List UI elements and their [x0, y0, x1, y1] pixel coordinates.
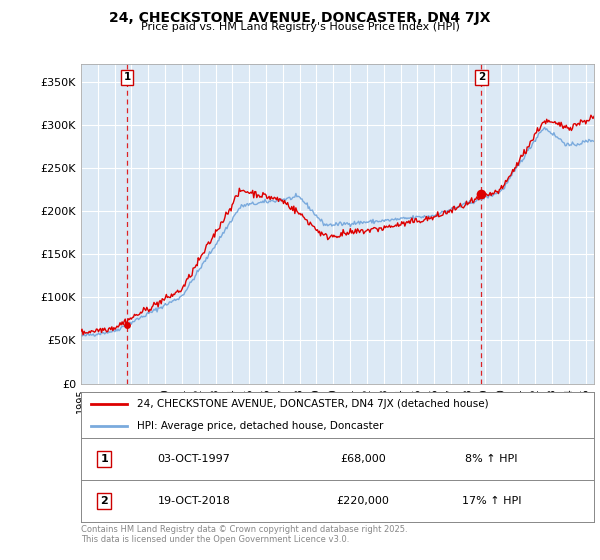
- Text: HPI: Average price, detached house, Doncaster: HPI: Average price, detached house, Donc…: [137, 421, 384, 431]
- Text: Price paid vs. HM Land Registry's House Price Index (HPI): Price paid vs. HM Land Registry's House …: [140, 22, 460, 32]
- Text: 2: 2: [478, 72, 485, 82]
- Text: 03-OCT-1997: 03-OCT-1997: [157, 454, 230, 464]
- Text: 24, CHECKSTONE AVENUE, DONCASTER, DN4 7JX (detached house): 24, CHECKSTONE AVENUE, DONCASTER, DN4 7J…: [137, 399, 489, 409]
- Text: 2: 2: [100, 496, 108, 506]
- Text: £68,000: £68,000: [340, 454, 386, 464]
- Text: Contains HM Land Registry data © Crown copyright and database right 2025.
This d: Contains HM Land Registry data © Crown c…: [81, 525, 407, 544]
- Text: 24, CHECKSTONE AVENUE, DONCASTER, DN4 7JX: 24, CHECKSTONE AVENUE, DONCASTER, DN4 7J…: [109, 11, 491, 25]
- Text: 19-OCT-2018: 19-OCT-2018: [157, 496, 230, 506]
- Text: £220,000: £220,000: [337, 496, 389, 506]
- Text: 1: 1: [100, 454, 108, 464]
- Text: 1: 1: [124, 72, 131, 82]
- Text: 17% ↑ HPI: 17% ↑ HPI: [461, 496, 521, 506]
- Text: 8% ↑ HPI: 8% ↑ HPI: [465, 454, 518, 464]
